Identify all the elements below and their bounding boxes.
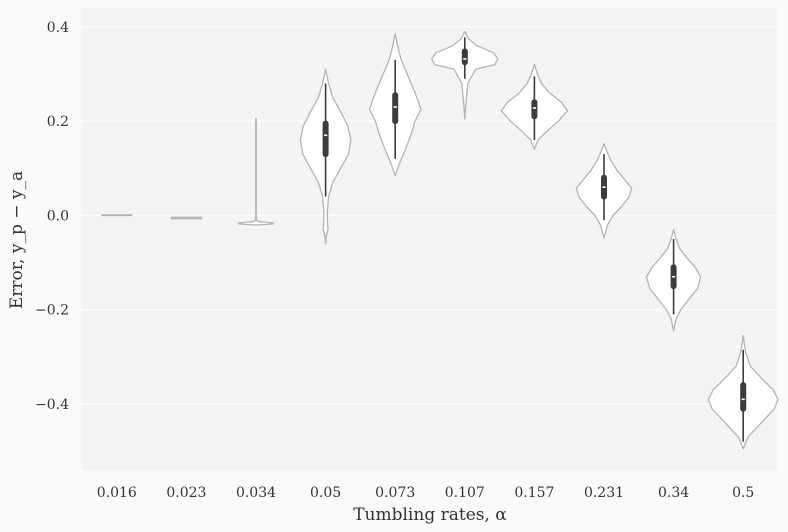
plot-background [82,8,778,470]
violins [101,30,779,450]
y-tick-labels: −0.4 −0.2 0.0 0.2 0.4 [35,20,69,413]
y-tick-label: −0.4 [35,397,69,413]
x-tick-label: 0.107 [445,485,485,501]
y-tick-label: −0.2 [35,303,69,319]
x-tick-label: 0.023 [166,485,206,501]
y-tick-label: 0.4 [47,20,69,36]
y-tick-label: 0.0 [47,208,69,224]
violin-0.5 [707,334,779,450]
x-tick-label: 0.5 [732,485,754,501]
x-tick-labels: 0.016 0.023 0.034 0.05 0.073 0.107 0.157 0.231 0… [97,485,755,501]
y-axis-label: Error, y_p − y_a [7,171,27,309]
violin-0.05 [299,68,352,245]
violin-0.073 [368,33,422,177]
violin-0.107 [431,30,499,120]
y-tick-label: 0.2 [47,114,69,130]
violin-0.157 [500,63,569,151]
x-tick-label: 0.231 [584,485,624,501]
violin-0.34 [645,228,702,332]
grid-lines [82,26,778,405]
x-tick-label: 0.34 [658,485,689,501]
violin-body [170,216,203,220]
violin-0.231 [575,143,633,239]
x-tick-label: 0.073 [375,485,415,501]
x-tick-label: 0.05 [310,485,341,501]
violin-0.034 [237,118,275,226]
x-tick-label: 0.034 [236,485,276,501]
x-axis-label: Tumbling rates, α [353,505,507,525]
x-tick-label: 0.016 [97,485,137,501]
x-tick-label: 0.157 [514,485,554,501]
violin-body [237,118,275,226]
violin-0.023 [170,216,203,220]
